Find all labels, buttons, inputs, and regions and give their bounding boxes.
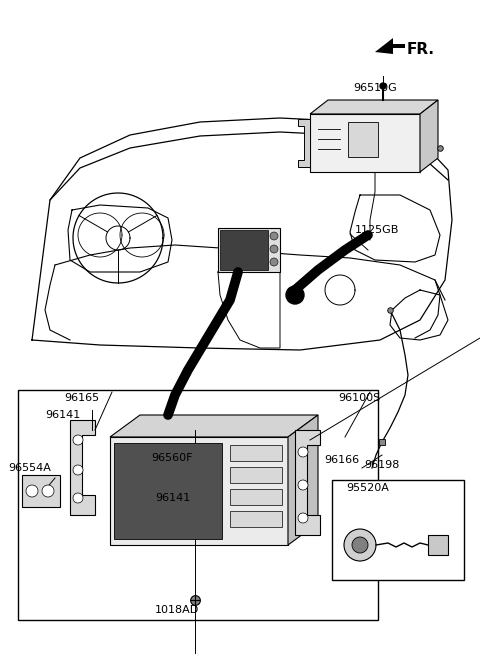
Circle shape bbox=[298, 513, 308, 523]
Circle shape bbox=[344, 529, 376, 561]
Text: 96165: 96165 bbox=[64, 393, 99, 403]
Polygon shape bbox=[295, 430, 320, 535]
FancyBboxPatch shape bbox=[230, 489, 282, 505]
FancyBboxPatch shape bbox=[230, 467, 282, 483]
Circle shape bbox=[42, 485, 54, 497]
FancyBboxPatch shape bbox=[348, 122, 378, 157]
Text: 96198: 96198 bbox=[364, 460, 399, 470]
FancyBboxPatch shape bbox=[230, 445, 282, 461]
Text: 95520A: 95520A bbox=[347, 483, 389, 493]
Text: 96100S: 96100S bbox=[338, 393, 380, 403]
Circle shape bbox=[380, 83, 386, 89]
FancyBboxPatch shape bbox=[428, 535, 448, 555]
Polygon shape bbox=[288, 415, 318, 545]
Text: 96554A: 96554A bbox=[8, 463, 51, 473]
Text: FR.: FR. bbox=[407, 43, 435, 58]
Text: 96510G: 96510G bbox=[353, 83, 397, 93]
FancyBboxPatch shape bbox=[18, 390, 378, 620]
FancyBboxPatch shape bbox=[332, 480, 464, 580]
Text: 96166: 96166 bbox=[324, 455, 359, 465]
Circle shape bbox=[73, 435, 83, 445]
Polygon shape bbox=[22, 475, 60, 507]
Polygon shape bbox=[310, 100, 438, 114]
Polygon shape bbox=[298, 119, 310, 167]
Polygon shape bbox=[375, 38, 405, 54]
Circle shape bbox=[286, 286, 304, 304]
Text: 1125GB: 1125GB bbox=[355, 225, 399, 235]
Text: 96141: 96141 bbox=[45, 410, 80, 420]
Text: 96560F: 96560F bbox=[151, 453, 193, 463]
Circle shape bbox=[73, 465, 83, 475]
Circle shape bbox=[298, 447, 308, 457]
Circle shape bbox=[270, 245, 278, 253]
Polygon shape bbox=[110, 437, 288, 545]
Circle shape bbox=[73, 493, 83, 503]
Circle shape bbox=[298, 480, 308, 490]
Circle shape bbox=[352, 537, 368, 553]
FancyBboxPatch shape bbox=[220, 230, 268, 270]
FancyBboxPatch shape bbox=[230, 511, 282, 527]
FancyBboxPatch shape bbox=[114, 443, 222, 539]
Text: 96141: 96141 bbox=[155, 493, 190, 503]
Circle shape bbox=[26, 485, 38, 497]
Polygon shape bbox=[420, 100, 438, 172]
Circle shape bbox=[270, 258, 278, 266]
Polygon shape bbox=[110, 415, 318, 437]
Polygon shape bbox=[70, 420, 95, 515]
FancyBboxPatch shape bbox=[218, 228, 280, 272]
Circle shape bbox=[270, 232, 278, 240]
Text: 1018AD: 1018AD bbox=[155, 605, 199, 615]
Polygon shape bbox=[310, 114, 420, 172]
